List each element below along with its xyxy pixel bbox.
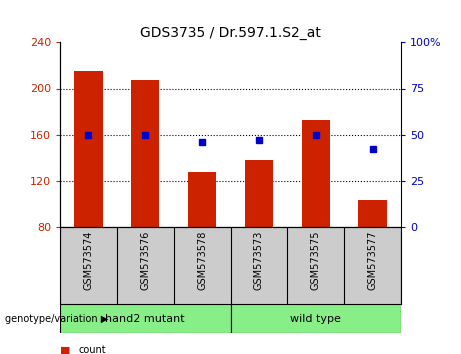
Text: GSM573576: GSM573576: [140, 230, 150, 290]
Bar: [245, 160, 273, 227]
Text: GSM573575: GSM573575: [311, 230, 321, 290]
Bar: [301, 120, 330, 227]
Bar: [358, 200, 387, 227]
Bar: [60, 304, 230, 333]
Text: GSM573577: GSM573577: [367, 230, 378, 290]
Text: GSM573578: GSM573578: [197, 230, 207, 290]
Text: genotype/variation ▶: genotype/variation ▶: [5, 314, 108, 324]
Text: wild type: wild type: [290, 314, 341, 324]
Text: count: count: [78, 346, 106, 354]
Bar: [188, 172, 216, 227]
Text: hand2 mutant: hand2 mutant: [106, 314, 185, 324]
Bar: [230, 304, 401, 333]
Text: GSM573573: GSM573573: [254, 230, 264, 290]
Text: ■: ■: [60, 346, 71, 354]
Bar: [74, 71, 102, 227]
Title: GDS3735 / Dr.597.1.S2_at: GDS3735 / Dr.597.1.S2_at: [140, 26, 321, 40]
Bar: [131, 80, 160, 227]
Text: GSM573574: GSM573574: [83, 230, 94, 290]
